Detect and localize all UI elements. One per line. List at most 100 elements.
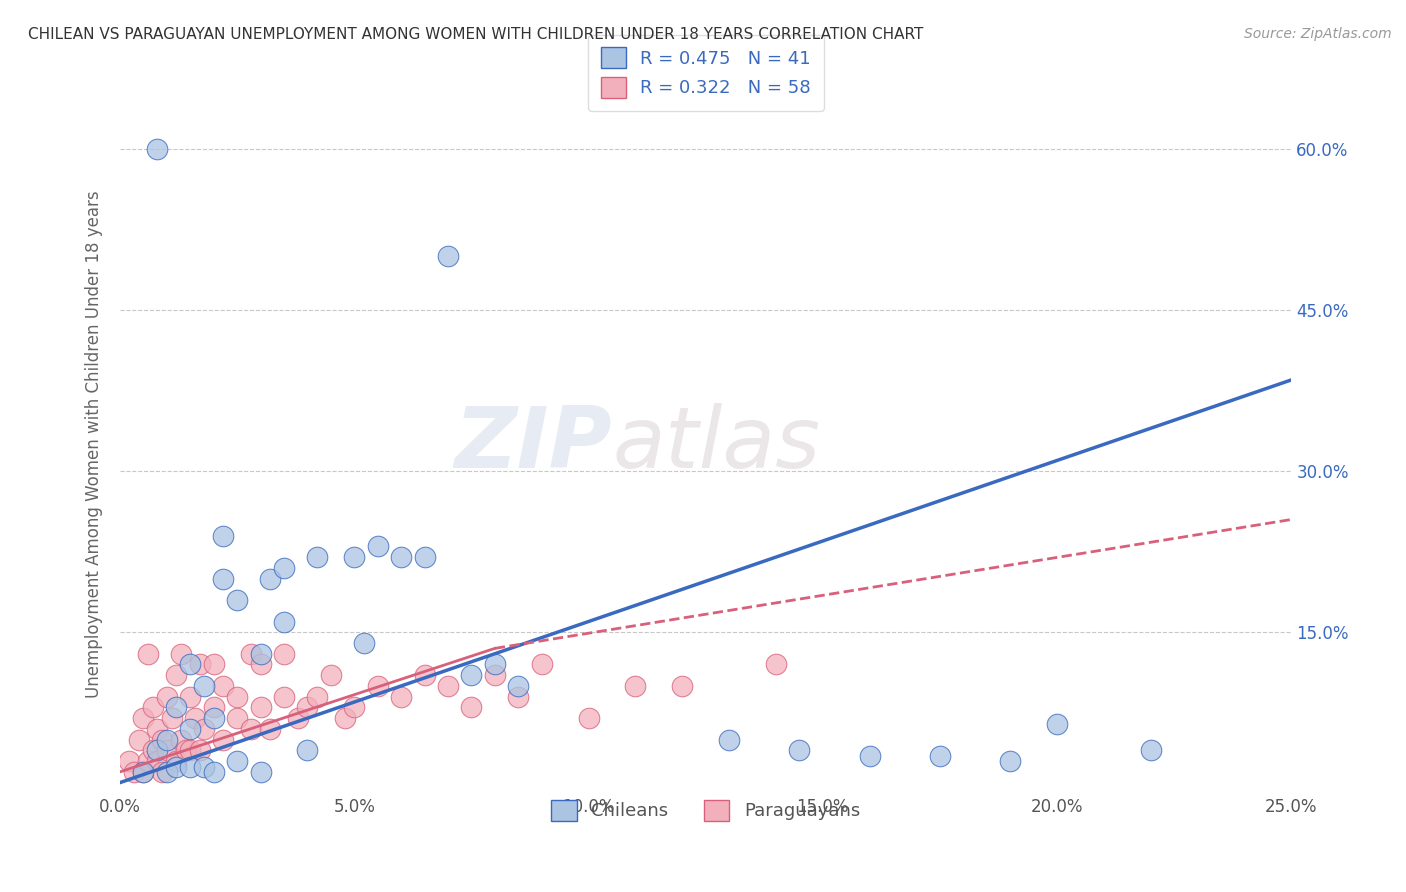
- Point: [273, 615, 295, 629]
- Point: [150, 732, 173, 747]
- Point: [305, 690, 328, 704]
- Point: [212, 528, 235, 542]
- Point: [146, 722, 169, 736]
- Point: [437, 249, 460, 263]
- Point: [789, 743, 811, 757]
- Text: CHILEAN VS PARAGUAYAN UNEMPLOYMENT AMONG WOMEN WITH CHILDREN UNDER 18 YEARS CORR: CHILEAN VS PARAGUAYAN UNEMPLOYMENT AMONG…: [28, 27, 924, 42]
- Point: [146, 743, 169, 757]
- Point: [333, 711, 356, 725]
- Point: [259, 572, 281, 586]
- Point: [160, 711, 183, 725]
- Point: [174, 743, 197, 757]
- Point: [367, 679, 389, 693]
- Point: [132, 764, 155, 779]
- Point: [1140, 743, 1163, 757]
- Text: ZIP: ZIP: [454, 403, 612, 486]
- Point: [259, 722, 281, 736]
- Point: [226, 711, 249, 725]
- Point: [202, 700, 225, 714]
- Point: [202, 657, 225, 672]
- Point: [226, 593, 249, 607]
- Point: [389, 550, 412, 565]
- Point: [118, 754, 141, 768]
- Point: [202, 764, 225, 779]
- Point: [859, 748, 882, 763]
- Point: [578, 711, 600, 725]
- Point: [136, 647, 159, 661]
- Point: [179, 657, 201, 672]
- Point: [249, 657, 271, 672]
- Text: Source: ZipAtlas.com: Source: ZipAtlas.com: [1244, 27, 1392, 41]
- Point: [193, 722, 215, 736]
- Point: [249, 764, 271, 779]
- Point: [156, 732, 179, 747]
- Point: [484, 668, 506, 682]
- Point: [193, 679, 215, 693]
- Point: [319, 668, 342, 682]
- Point: [226, 690, 249, 704]
- Point: [132, 764, 155, 779]
- Point: [146, 754, 169, 768]
- Point: [128, 732, 150, 747]
- Point: [718, 732, 741, 747]
- Point: [150, 764, 173, 779]
- Point: [165, 700, 187, 714]
- Point: [240, 647, 263, 661]
- Point: [1046, 716, 1069, 731]
- Y-axis label: Unemployment Among Women with Children Under 18 years: Unemployment Among Women with Children U…: [86, 191, 103, 698]
- Point: [484, 657, 506, 672]
- Point: [202, 711, 225, 725]
- Point: [273, 561, 295, 575]
- Point: [165, 668, 187, 682]
- Point: [297, 700, 319, 714]
- Point: [343, 700, 366, 714]
- Point: [508, 679, 530, 693]
- Point: [170, 647, 193, 661]
- Point: [156, 764, 179, 779]
- Point: [170, 732, 193, 747]
- Point: [287, 711, 309, 725]
- Point: [929, 748, 952, 763]
- Point: [212, 679, 235, 693]
- Point: [273, 690, 295, 704]
- Legend: Chileans, Paraguayans: Chileans, Paraguayans: [538, 787, 873, 833]
- Point: [212, 572, 235, 586]
- Point: [179, 690, 201, 704]
- Point: [156, 743, 179, 757]
- Point: [437, 679, 460, 693]
- Point: [671, 679, 693, 693]
- Point: [413, 550, 436, 565]
- Point: [367, 539, 389, 553]
- Text: atlas: atlas: [612, 403, 820, 486]
- Point: [460, 700, 482, 714]
- Point: [156, 690, 179, 704]
- Point: [343, 550, 366, 565]
- Point: [226, 754, 249, 768]
- Point: [297, 743, 319, 757]
- Point: [142, 700, 165, 714]
- Point: [132, 711, 155, 725]
- Point: [212, 732, 235, 747]
- Point: [179, 722, 201, 736]
- Point: [249, 700, 271, 714]
- Point: [1000, 754, 1022, 768]
- Point: [240, 722, 263, 736]
- Point: [188, 743, 211, 757]
- Point: [765, 657, 787, 672]
- Point: [165, 754, 187, 768]
- Point: [249, 647, 271, 661]
- Point: [389, 690, 412, 704]
- Point: [193, 759, 215, 773]
- Point: [413, 668, 436, 682]
- Point: [305, 550, 328, 565]
- Point: [179, 743, 201, 757]
- Point: [142, 743, 165, 757]
- Point: [508, 690, 530, 704]
- Point: [624, 679, 647, 693]
- Point: [188, 657, 211, 672]
- Point: [136, 754, 159, 768]
- Point: [530, 657, 553, 672]
- Point: [353, 636, 375, 650]
- Point: [460, 668, 482, 682]
- Point: [179, 759, 201, 773]
